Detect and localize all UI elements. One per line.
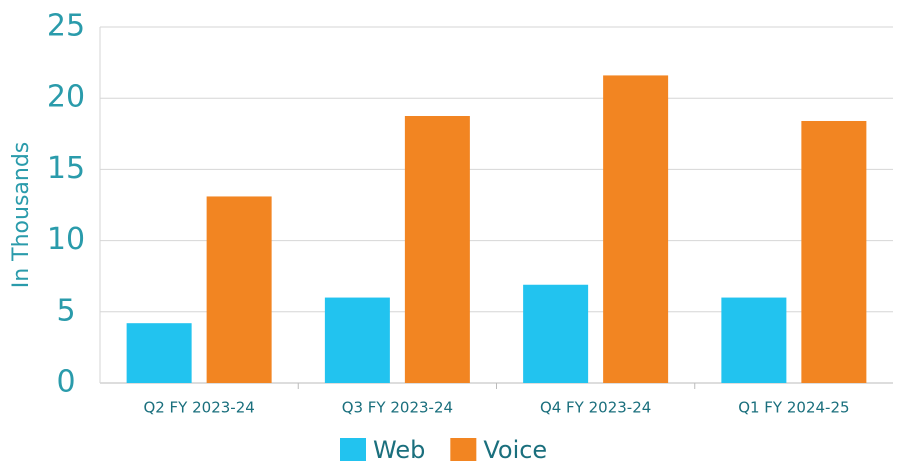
bar	[324, 297, 390, 383]
legend-swatch	[450, 438, 477, 461]
bar	[603, 75, 669, 383]
y-tick-label: 0	[56, 365, 75, 400]
legend-swatch	[340, 438, 366, 461]
x-tick-label: Q2 FY 2023-24	[143, 399, 254, 417]
bar	[206, 196, 272, 383]
y-tick-label: 15	[47, 151, 85, 186]
legend-label: Voice	[483, 436, 547, 461]
y-tick-label: 5	[56, 293, 75, 328]
y-tick-label: 10	[47, 222, 85, 257]
x-tick-label: Q3 FY 2023-24	[342, 399, 453, 417]
y-axis-title: In Thousands	[9, 142, 34, 289]
bar	[126, 323, 192, 383]
x-tick-label: Q4 FY 2023-24	[540, 399, 651, 417]
bar	[721, 297, 787, 383]
bar	[404, 116, 470, 383]
x-tick-label: Q1 FY 2024-25	[738, 399, 849, 417]
y-tick-label: 20	[47, 80, 85, 115]
y-tick-label: 25	[47, 9, 85, 44]
bar	[801, 120, 867, 383]
bar	[523, 284, 589, 383]
legend-label: Web	[373, 436, 425, 461]
